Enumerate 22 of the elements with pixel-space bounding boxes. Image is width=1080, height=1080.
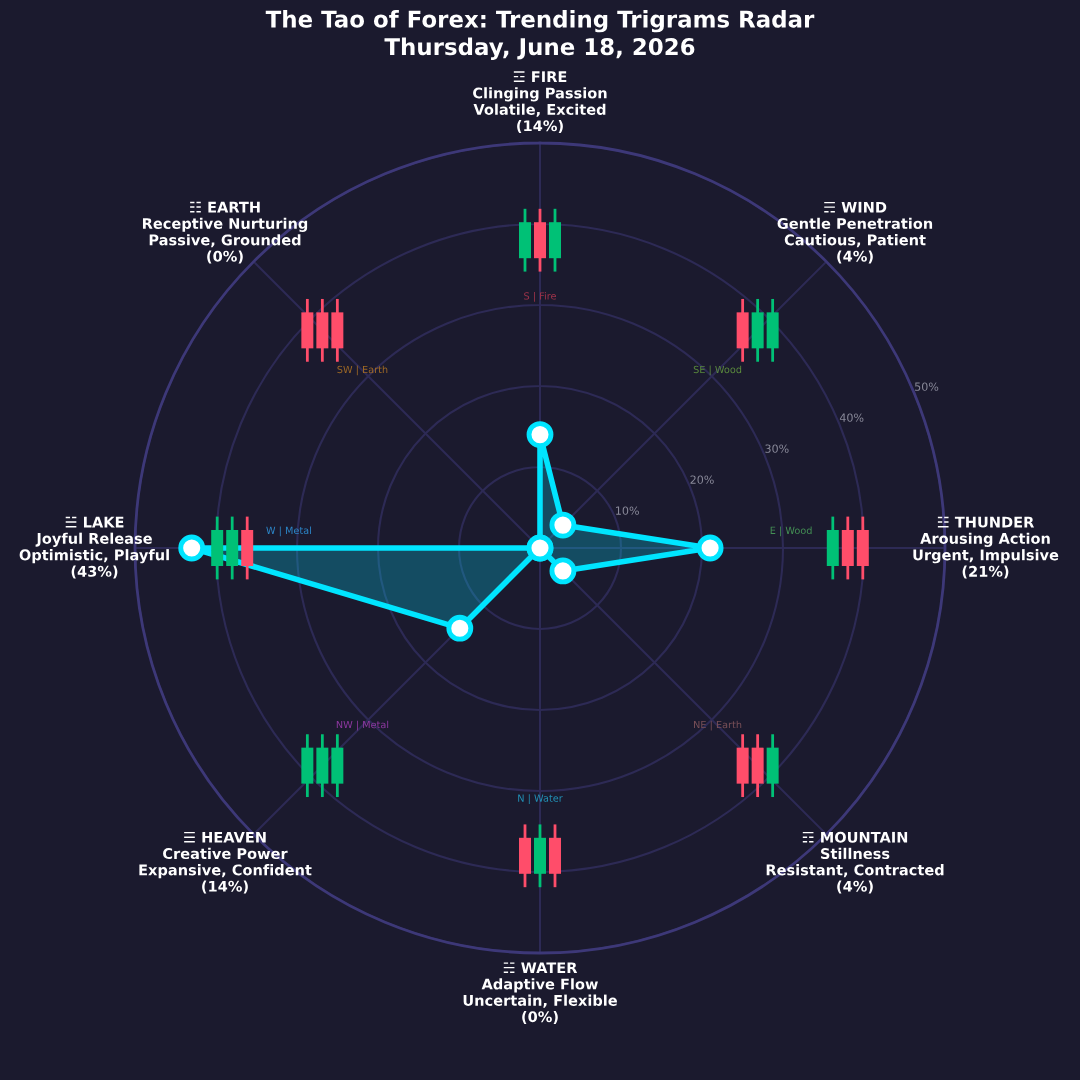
text: E | Wood (770, 526, 812, 537)
spoke-label: ☰ HEAVEN Creative Power Expansive, Confident (14%) (139, 831, 312, 894)
spoke-label: ☷ EARTH Receptive Nurturing Passive, Grounded (0%) (142, 201, 308, 264)
text: N | Water (518, 794, 563, 804)
text: S | Fire (524, 292, 556, 302)
text: NE | Earth (694, 720, 742, 731)
spoke-label: ☵ WATER Adaptive Flow Uncertain, Flexible (0%) (463, 962, 617, 1024)
chart-title: The Tao of Forex: Trending Trigrams Radar Thursday, June 18, 2026 (265, 10, 815, 60)
spoke-label: ☲ FIRE Clinging Passion Volatile, Excited (14%) (473, 71, 607, 133)
spoke-label: ☳ THUNDER Arousing Action Urgent, Impulsive (21%) (913, 516, 1059, 579)
text: SW | Earth (337, 365, 388, 376)
y-tick-label: 20% (690, 475, 714, 484)
y-tick-label: 30% (765, 444, 789, 453)
y-tick-label: 10% (616, 506, 639, 515)
y-tick-label: 50% (915, 382, 939, 391)
text: SE | Wood (693, 365, 742, 376)
y-tick-label: 40% (839, 413, 864, 422)
spoke-label: ☶ MOUNTAIN Stillness Resistant, Contracted (4%) (766, 831, 944, 894)
text: W | Metal (266, 526, 311, 537)
spoke-label: ☱ LAKE Joyful Release Optimistic, Playful (43%) (19, 516, 169, 579)
text: NW | Metal (336, 720, 389, 731)
spoke-label: ☴ WIND Gentle Penetration Cautious, Patient (4%) (777, 201, 933, 264)
